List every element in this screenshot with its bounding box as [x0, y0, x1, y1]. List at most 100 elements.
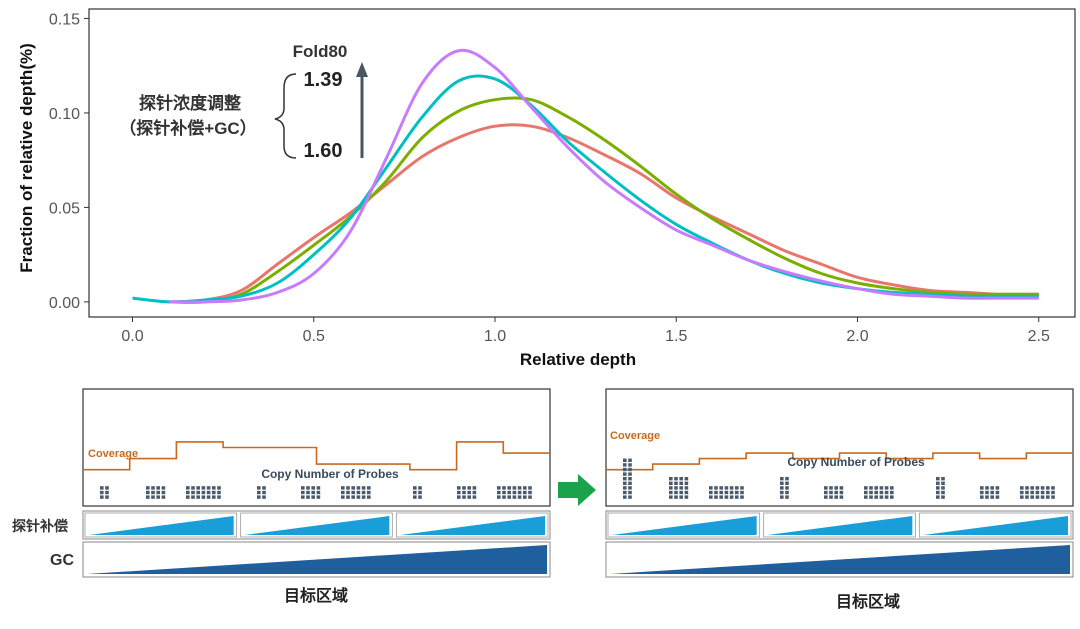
probe-block [669, 495, 673, 499]
probe-block [735, 495, 739, 499]
probe-block [890, 490, 894, 495]
probe-block [217, 490, 221, 495]
probe-block [869, 490, 873, 495]
probe-block [785, 495, 789, 499]
probe-block [361, 495, 366, 499]
probe-block [941, 477, 945, 481]
probe-block [669, 486, 673, 490]
probe-block [413, 495, 417, 499]
probe-block [1030, 490, 1034, 495]
probe-block [719, 495, 723, 499]
probe-block [1035, 486, 1040, 490]
probe-block [1025, 495, 1029, 499]
probe-block [623, 477, 627, 481]
probe-block [257, 495, 261, 499]
probe-block [879, 490, 884, 495]
probe-block [351, 490, 355, 495]
after-region-label: 目标区域 [836, 592, 900, 611]
probe-block [1035, 495, 1040, 499]
probe-block [1040, 490, 1045, 495]
probe-block [724, 490, 729, 495]
probe-block [201, 495, 206, 499]
after-coverage-panel [605, 388, 1074, 507]
probe-block [367, 486, 371, 490]
probe-block [724, 495, 729, 499]
probe-block [151, 486, 155, 490]
probe-block [507, 495, 511, 499]
probe-block [674, 477, 678, 481]
probe-block [457, 490, 461, 495]
probe-block [316, 495, 321, 499]
probe-block [874, 490, 878, 495]
probe-block [418, 486, 422, 490]
probe-block [874, 495, 878, 499]
probe-block [517, 495, 522, 499]
probe-block [457, 486, 461, 490]
probe-block [502, 490, 506, 495]
probe-block [146, 486, 150, 490]
probe-block [467, 495, 471, 499]
probe-block [674, 490, 678, 495]
after-probe-comp-wedges [607, 512, 1072, 538]
probe-block [311, 495, 315, 499]
probe-block [735, 490, 739, 495]
probe-block [729, 495, 734, 499]
probe-block [472, 486, 477, 490]
probe-block [628, 486, 632, 490]
probe-block [628, 472, 632, 476]
probe-block [146, 490, 150, 495]
probe-block [780, 477, 784, 481]
probe-block [985, 490, 989, 495]
probe-block [262, 490, 266, 495]
probe-block [839, 490, 844, 495]
probe-block [418, 490, 422, 495]
probe-block [316, 486, 321, 490]
probe-block [990, 490, 994, 495]
probe-block [351, 486, 355, 490]
depth-chart: 0.00 0.05 0.10 0.15 0.0 0.5 1.0 1.5 2.0 2.5 Rela… [17, 8, 1076, 369]
y-axis-label: Fraction of relative depth(%) [17, 43, 36, 273]
probe-block [941, 495, 945, 499]
probe-block [1035, 490, 1040, 495]
probe-block [990, 486, 994, 490]
probe-block [936, 477, 940, 481]
probe-block [674, 486, 678, 490]
probe-block [884, 490, 889, 495]
probe-block [346, 490, 350, 495]
probe-block [1051, 490, 1055, 495]
before-coverage-line [83, 441, 550, 471]
probe-block [528, 486, 532, 490]
x-axis-ticks: 0.0 0.5 1.0 1.5 2.0 2.5 [121, 317, 1050, 345]
probe-block [361, 490, 366, 495]
probe-block [196, 486, 200, 490]
probe-block [346, 486, 350, 490]
probe-block [497, 486, 501, 490]
probe-block [1025, 490, 1029, 495]
probe-block [413, 490, 417, 495]
probe-block [628, 481, 632, 485]
probe-comp-wedge [89, 516, 234, 535]
probe-block [679, 490, 683, 495]
probe-block [201, 486, 206, 490]
probe-block [206, 490, 211, 495]
probe-block [785, 477, 789, 481]
y-tick-label: 0.10 [49, 106, 80, 123]
probe-block [341, 490, 345, 495]
probe-block [156, 490, 160, 495]
probe-block [507, 486, 511, 490]
probe-block [262, 495, 266, 499]
x-tick-label: 0.5 [303, 328, 325, 345]
probe-block [100, 486, 104, 490]
probe-block [301, 490, 305, 495]
probe-block [528, 490, 532, 495]
probe-block [669, 477, 673, 481]
group-label-line2: （探针补偿+GC） [119, 118, 256, 138]
probe-block [709, 490, 713, 495]
series-line-4 [168, 48, 1039, 304]
probe-block [990, 495, 994, 499]
probe-block [890, 495, 894, 499]
probe-block [679, 486, 683, 490]
probe-block [528, 495, 532, 499]
y-axis-ticks: 0.00 0.05 0.10 0.15 [49, 11, 89, 312]
